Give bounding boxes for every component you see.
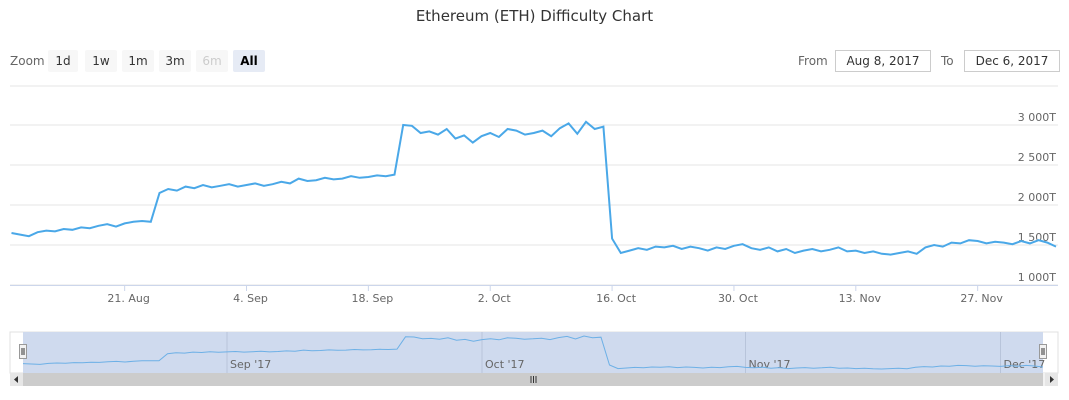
navigator-tick-label: Oct '17 xyxy=(485,358,525,371)
x-tick-label: 13. Nov xyxy=(839,292,882,305)
zoom-1d-button[interactable]: 1d xyxy=(48,50,78,72)
navigator-series-line xyxy=(22,335,1044,370)
x-tick-label: 16. Oct xyxy=(596,292,637,305)
from-label: From xyxy=(798,54,828,68)
y-tick-label: 1 500T xyxy=(1018,231,1056,244)
to-label: To xyxy=(941,54,954,68)
to-date-input[interactable]: Dec 6, 2017 xyxy=(964,50,1060,72)
chart-title: Ethereum (ETH) Difficulty Chart xyxy=(415,7,654,25)
navigator-tick-label: Nov '17 xyxy=(749,358,791,371)
zoom-3m-button[interactable]: 3m xyxy=(159,50,191,72)
x-tick-label: 21. Aug xyxy=(107,292,149,305)
zoom-1m-button[interactable]: 1m xyxy=(122,50,154,72)
x-tick-label: 4. Sep xyxy=(233,292,268,305)
x-tick-label: 18. Sep xyxy=(352,292,394,305)
navigator-tick-label: Sep '17 xyxy=(230,358,271,371)
difficulty-series-line xyxy=(11,120,1057,256)
scrollbar-left-arrow-button[interactable] xyxy=(10,373,23,386)
y-tick-label: 1 000T xyxy=(1018,271,1056,284)
x-tick-label: 2. Oct xyxy=(478,292,512,305)
y-tick-label: 2 000T xyxy=(1018,191,1056,204)
x-tick-label: 30. Oct xyxy=(718,292,759,305)
zoom-6m-button: 6m xyxy=(196,50,228,72)
zoom-1w-button[interactable]: 1w xyxy=(85,50,117,72)
scrollbar-grip-icon xyxy=(530,376,537,383)
navigator-left-handle[interactable] xyxy=(19,344,27,359)
navigator-right-handle[interactable] xyxy=(1039,344,1047,359)
zoom-label: Zoom xyxy=(10,54,45,68)
navigator-tick-label: Dec '17 xyxy=(1004,358,1046,371)
y-tick-label: 2 500T xyxy=(1018,151,1056,164)
from-date-input[interactable]: Aug 8, 2017 xyxy=(835,50,931,72)
scrollbar-right-arrow-button[interactable] xyxy=(1045,373,1058,386)
x-tick-label: 27. Nov xyxy=(960,292,1003,305)
zoom-all-button[interactable]: All xyxy=(233,50,265,72)
y-tick-label: 3 000T xyxy=(1018,111,1056,124)
